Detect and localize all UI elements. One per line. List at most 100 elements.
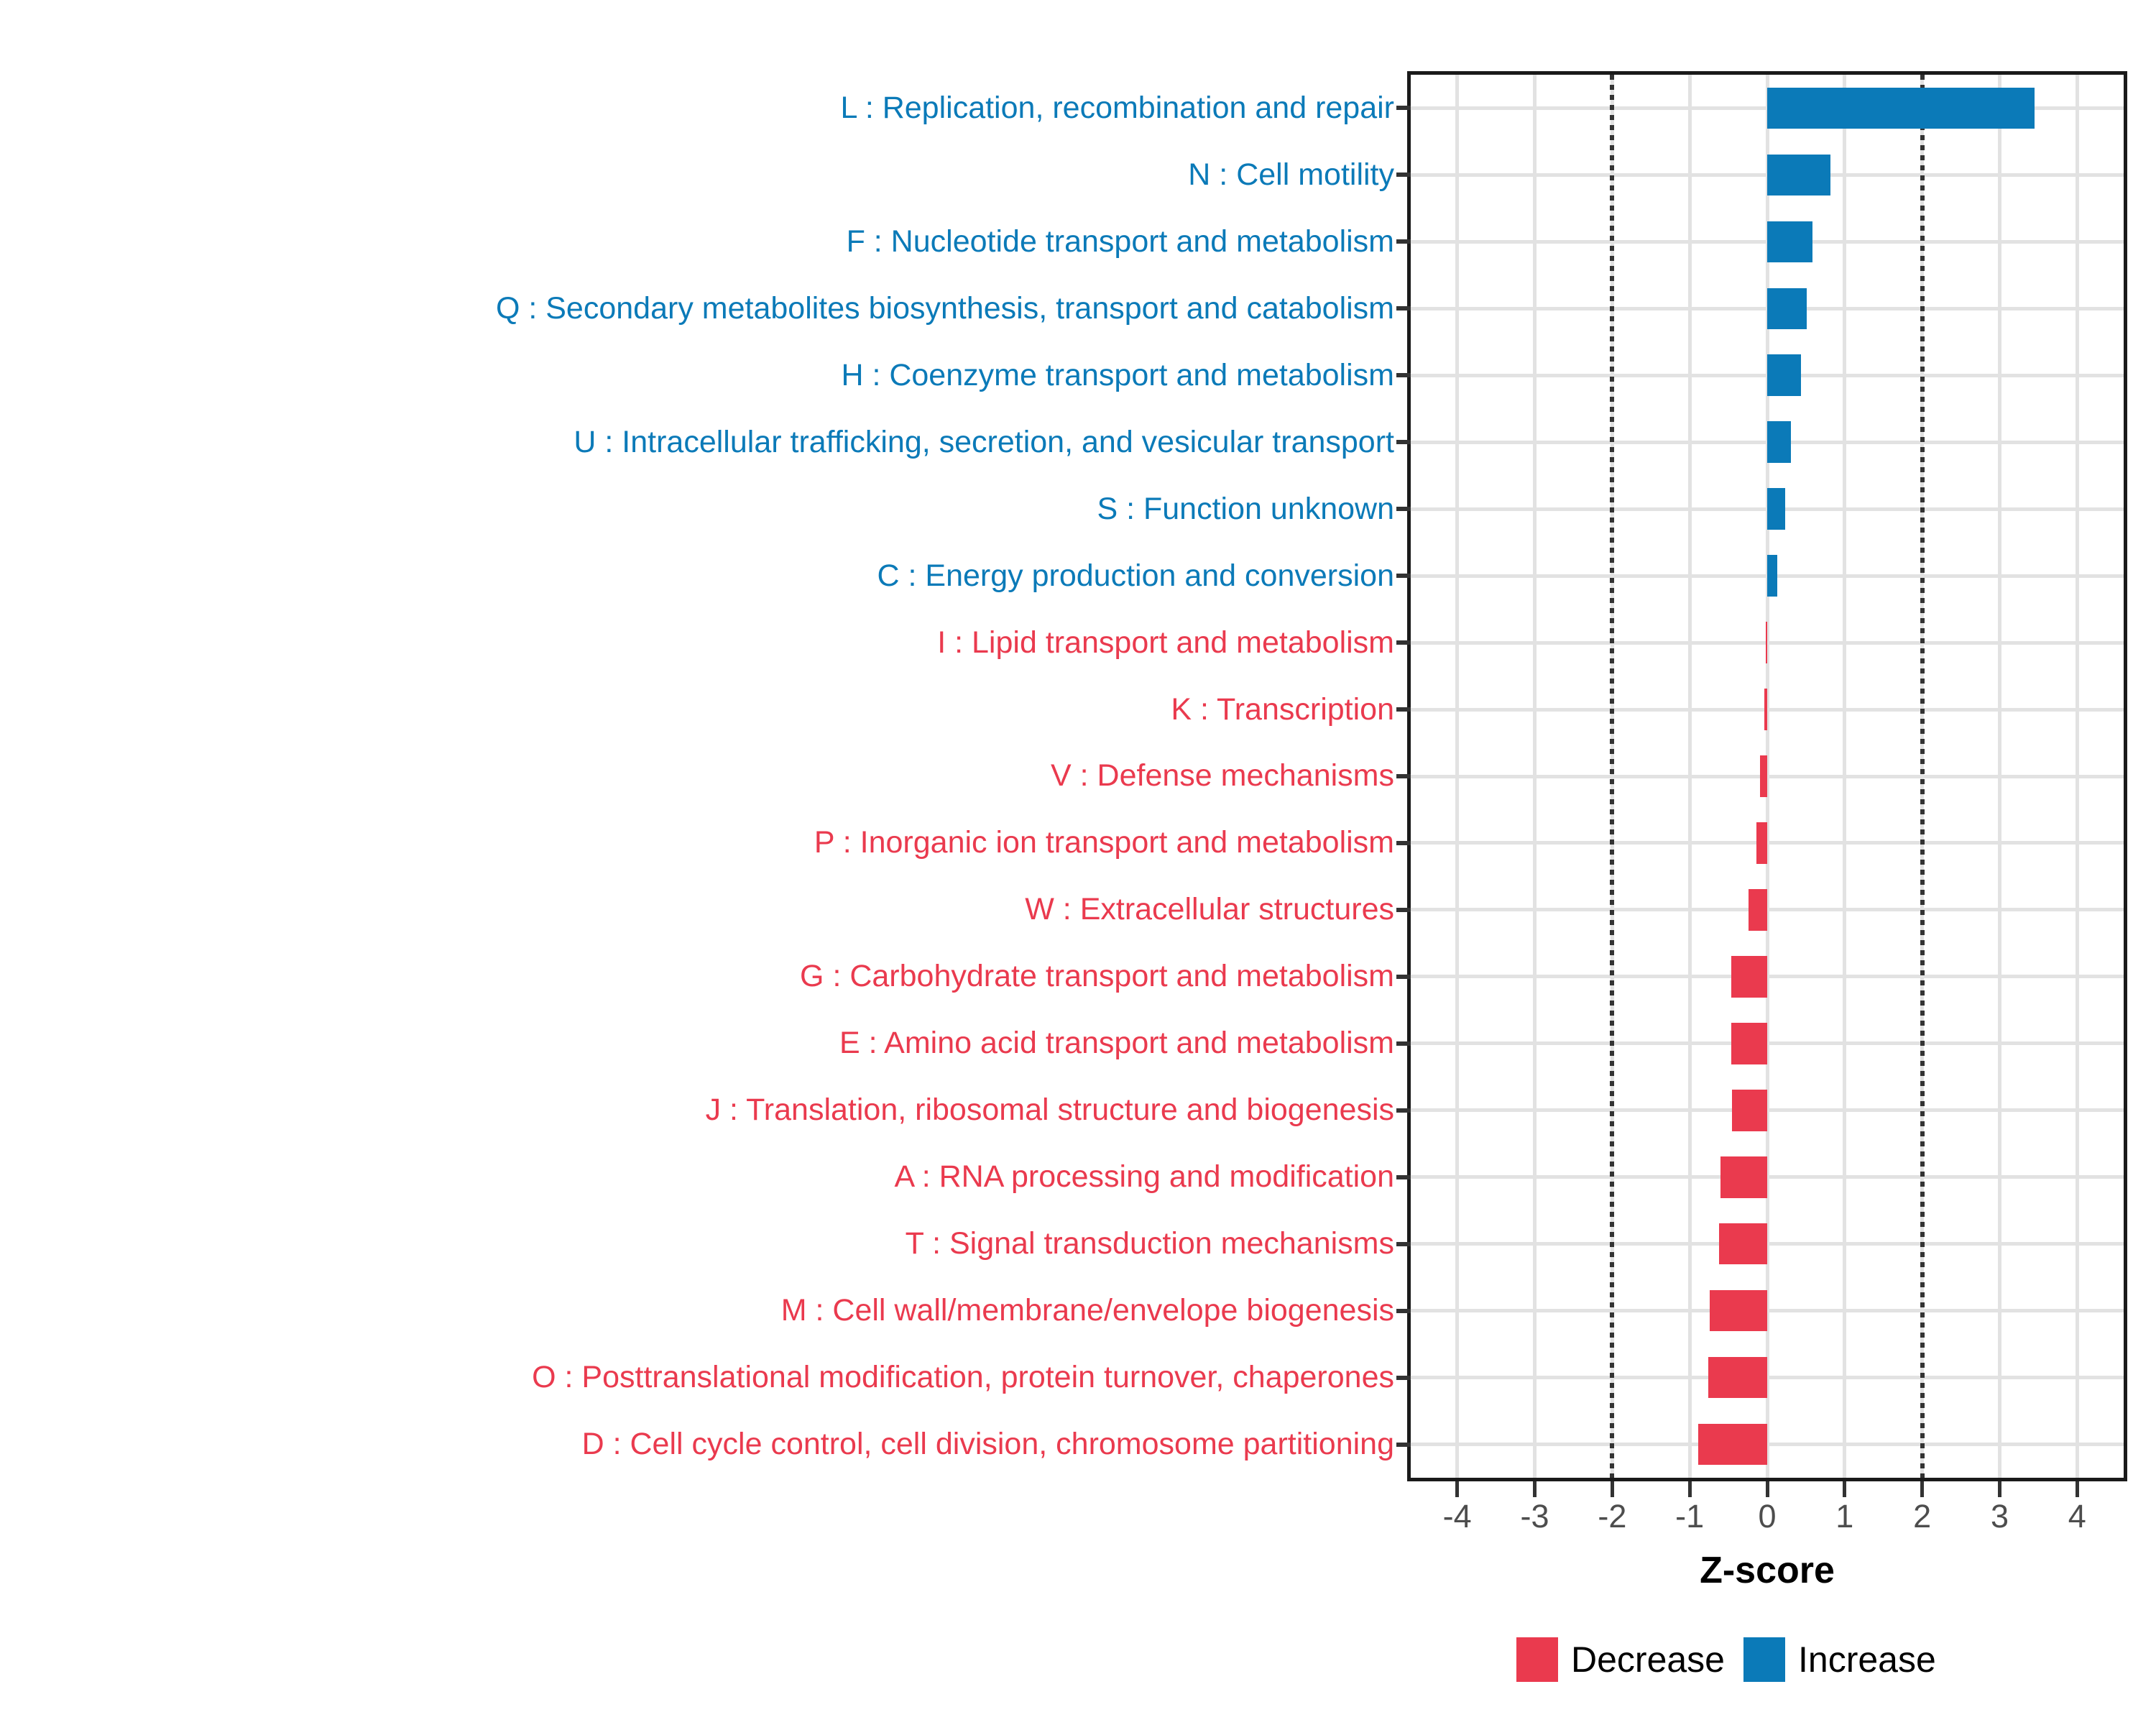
category-label: S : Function unknown <box>1097 491 1394 526</box>
category-label: J : Translation, ribosomal structure and… <box>705 1092 1394 1128</box>
x-axis-title: Z-score <box>1700 1550 1835 1591</box>
y-tick-mark <box>1396 640 1411 645</box>
chart-legend: Decrease Increase <box>1516 1637 1936 1682</box>
plot-area <box>1411 75 2124 1478</box>
category-label-row: A : RNA processing and modification <box>0 1144 1407 1210</box>
category-label-row: E : Amino acid transport and metabolism <box>0 1010 1407 1077</box>
category-label: L : Replication, recombination and repai… <box>840 90 1394 125</box>
category-label-row: N : Cell motility <box>0 142 1407 208</box>
bar-increase <box>1767 221 1812 263</box>
y-tick-mark <box>1396 1241 1411 1246</box>
y-tick-mark <box>1396 707 1411 712</box>
x-tick-label: -4 <box>1442 1498 1472 1535</box>
x-tick-mark <box>1765 1481 1769 1497</box>
y-tick-mark <box>1396 106 1411 111</box>
category-label: A : RNA processing and modification <box>894 1159 1394 1195</box>
y-tick-mark <box>1396 774 1411 778</box>
bar-decrease <box>1710 1289 1767 1332</box>
category-label-row: F : Nucleotide transport and metabolism <box>0 208 1407 275</box>
bar-decrease <box>1756 822 1767 864</box>
category-label-row: I : Lipid transport and metabolism <box>0 610 1407 676</box>
bar-decrease <box>1708 1356 1767 1399</box>
bar-increase <box>1767 87 2035 129</box>
category-label: N : Cell motility <box>1188 157 1394 192</box>
category-label: K : Transcription <box>1171 691 1394 727</box>
y-tick-mark <box>1396 840 1411 845</box>
y-tick-mark <box>1396 1174 1411 1179</box>
x-tick-mark <box>1920 1481 1925 1497</box>
threshold-line <box>1920 75 1925 1478</box>
x-tick-label: 3 <box>1990 1498 2009 1535</box>
y-tick-mark <box>1396 1442 1411 1447</box>
gridline-horizontal <box>1411 1309 2124 1313</box>
category-label-row: T : Signal transduction mechanisms <box>0 1210 1407 1277</box>
y-tick-mark <box>1396 1375 1411 1380</box>
category-label: O : Posttranslational modification, prot… <box>532 1360 1394 1395</box>
y-tick-mark <box>1396 507 1411 512</box>
bar-increase <box>1767 288 1807 330</box>
legend-label-increase: Increase <box>1798 1639 1936 1680</box>
gridline-horizontal <box>1411 908 2124 912</box>
x-tick-mark <box>1997 1481 2001 1497</box>
y-tick-mark <box>1396 239 1411 244</box>
y-tick-mark <box>1396 373 1411 378</box>
bar-decrease <box>1732 1089 1767 1131</box>
bar-decrease <box>1764 689 1767 730</box>
bar-decrease <box>1720 1156 1767 1198</box>
x-tick-mark <box>1843 1481 1847 1497</box>
y-tick-mark <box>1396 974 1411 979</box>
legend-swatch-decrease-icon <box>1516 1637 1558 1682</box>
category-label-row: W : Extracellular structures <box>0 876 1407 943</box>
category-label-row: O : Posttranslational modification, prot… <box>0 1344 1407 1411</box>
gridline-horizontal <box>1411 707 2124 712</box>
x-tick-label: 1 <box>1835 1498 1854 1535</box>
category-label: V : Defense mechanisms <box>1051 758 1394 794</box>
y-tick-mark <box>1396 306 1411 311</box>
category-label-row: L : Replication, recombination and repai… <box>0 75 1407 142</box>
bar-increase <box>1767 154 1831 196</box>
gridline-horizontal <box>1411 1443 2124 1447</box>
y-tick-mark <box>1396 172 1411 178</box>
y-tick-mark <box>1396 1041 1411 1046</box>
x-tick-label: 4 <box>2068 1498 2086 1535</box>
y-tick-mark <box>1396 574 1411 579</box>
x-tick-label: -1 <box>1675 1498 1705 1535</box>
gridline-horizontal <box>1411 774 2124 778</box>
category-label: E : Amino acid transport and metabolism <box>839 1026 1394 1061</box>
gridline-horizontal <box>1411 975 2124 979</box>
x-tick-mark <box>1610 1481 1614 1497</box>
bar-decrease <box>1765 622 1767 663</box>
category-label-row: S : Function unknown <box>0 476 1407 543</box>
y-tick-mark <box>1396 907 1411 912</box>
gridline-horizontal <box>1411 1041 2124 1046</box>
category-label: P : Inorganic ion transport and metaboli… <box>814 825 1394 860</box>
legend-swatch-increase-icon <box>1743 1637 1785 1682</box>
x-tick-mark <box>1687 1481 1692 1497</box>
category-label: T : Signal transduction mechanisms <box>905 1226 1394 1261</box>
threshold-line <box>1610 75 1615 1478</box>
plot-panel <box>1396 71 2127 1481</box>
bar-decrease <box>1749 889 1767 931</box>
category-label-row: K : Transcription <box>0 676 1407 743</box>
category-label-row: C : Energy production and conversion <box>0 543 1407 610</box>
gridline-horizontal <box>1411 640 2124 645</box>
x-tick-label: -2 <box>1598 1498 1627 1535</box>
x-tick-label: 2 <box>1913 1498 1932 1535</box>
bar-decrease <box>1698 1423 1767 1466</box>
bar-increase <box>1767 421 1792 464</box>
category-label: G : Carbohydrate transport and metabolis… <box>800 959 1394 994</box>
x-axis: -4 -3 -2 -1 0 1 2 3 4 <box>1407 1481 2127 1568</box>
bar-increase <box>1767 555 1778 597</box>
legend-item-decrease: Decrease <box>1516 1637 1725 1682</box>
category-label-row: H : Coenzyme transport and metabolism <box>0 342 1407 409</box>
x-tick-mark <box>2075 1481 2079 1497</box>
category-label-row: M : Cell wall/membrane/envelope biogenes… <box>0 1277 1407 1344</box>
x-tick-mark <box>1455 1481 1460 1497</box>
gridline-horizontal <box>1411 1108 2124 1113</box>
category-label: H : Coenzyme transport and metabolism <box>841 357 1394 392</box>
category-label-row: V : Defense mechanisms <box>0 743 1407 810</box>
bar-decrease <box>1760 755 1767 797</box>
category-label: Q : Secondary metabolites biosynthesis, … <box>495 290 1394 326</box>
bar-decrease <box>1731 956 1767 998</box>
